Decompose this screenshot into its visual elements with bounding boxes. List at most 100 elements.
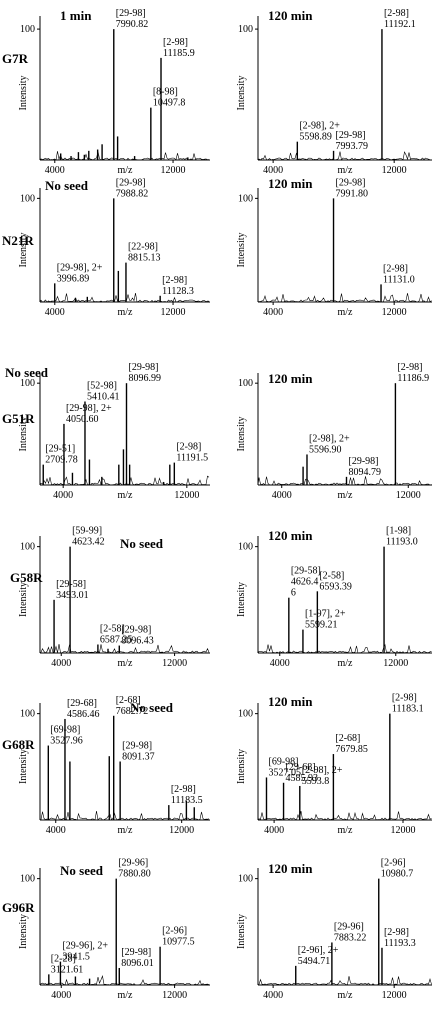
y-tick-label: 100 [238, 193, 253, 204]
condition-label: No seed [60, 863, 104, 878]
x-tick-label: 4000 [45, 307, 65, 318]
peak-label: [29-98] 7993.79 [336, 130, 369, 152]
x-tick-label: 4000 [263, 165, 283, 176]
x-tick-label: 4000 [53, 490, 73, 501]
peak-label: [2-98] 11192.1 [384, 8, 416, 30]
y-axis-label: Intensity [236, 233, 247, 268]
baseline-noise [39, 293, 210, 303]
y-axis-label: Intensity [18, 417, 29, 452]
baseline-noise [257, 976, 432, 986]
y-tick-label: 100 [20, 874, 35, 885]
peak-label: [2-96] 10977.5 [162, 926, 195, 948]
spectrum-panel: 100 4000 12000 m/z Intensity [29-58] 3493.01 [5… [18, 526, 210, 669]
x-axis-label: m/z [338, 165, 354, 176]
spectrum-panel: 100 4000 12000 m/z Intensity [29-51] 2709.78 [2… [5, 362, 210, 501]
x-axis-label: m/z [338, 825, 354, 836]
condition-label: No seed [130, 700, 174, 715]
x-tick-label: 4000 [270, 658, 290, 669]
row-label: G58R [10, 570, 43, 585]
peak-label: [29-51] 2709.78 [45, 444, 77, 466]
x-tick-label: 12000 [174, 490, 199, 501]
peak-label: [29-98] 7991.80 [336, 177, 369, 199]
baseline-noise [39, 644, 210, 654]
peak-label: [2-98] 11191.5 [176, 442, 208, 464]
peak-label: [29-98], 2+ 3996.89 [57, 262, 103, 284]
peak-label: [29-58] 4626.4 6 [291, 566, 321, 599]
peak-label: [2-96] 10980.7 [381, 858, 414, 880]
baseline-noise [257, 151, 432, 161]
spectrum-panel: 100 4000 12000 m/z Intensity [2-98], 2+ 5596.9… [236, 362, 432, 501]
y-tick-label: 100 [20, 542, 35, 553]
peak-label: [29-58] 3493.01 [56, 579, 89, 601]
x-tick-label: 4000 [264, 825, 284, 836]
peak-label: [8-98] 10497.8 [153, 87, 186, 109]
peak-label: [52-98] 5410.41 [87, 381, 120, 403]
x-tick-label: 4000 [51, 990, 71, 1001]
y-axis-label: Intensity [18, 76, 29, 111]
peak-label: [29-98] 8096.01 [121, 947, 154, 969]
x-tick-label: 12000 [161, 165, 186, 176]
y-tick-label: 100 [238, 542, 253, 553]
y-axis-label: Intensity [236, 582, 247, 617]
peak-label: [2-98] 11185.9 [163, 37, 195, 59]
peak-label: [22-98] 8815.13 [128, 242, 161, 264]
x-axis-label: m/z [118, 658, 134, 669]
peak-label: [59-99] 4623.42 [72, 526, 105, 548]
baseline-noise [39, 975, 210, 986]
condition-label: 120 min [268, 176, 313, 191]
spectrum-panel: 100 4000 12000 m/z Intensity [2-98], 2+ 5598.8… [236, 8, 432, 176]
x-tick-label: 12000 [382, 990, 407, 1001]
peak-label: [2-98] 11183.1 [392, 693, 424, 715]
x-axis-label: m/z [118, 490, 134, 501]
peak-label: [1-98] 11193.0 [386, 526, 418, 548]
peak-label: [29-98] 7988.82 [116, 177, 149, 199]
x-tick-label: 12000 [382, 307, 407, 318]
row-label: G7R [2, 51, 29, 66]
row-label: G96R [2, 900, 35, 915]
peak-label: [29-96] 7880.80 [118, 858, 151, 880]
y-axis-label: Intensity [236, 76, 247, 111]
peak-label: [69-98]3527.96 [50, 725, 83, 747]
x-tick-label: 4000 [272, 490, 292, 501]
peak-label: [2-98] 11131.0 [383, 263, 415, 285]
baseline-noise [257, 293, 432, 303]
x-axis-label: m/z [118, 307, 134, 318]
x-tick-label: 4000 [263, 990, 283, 1001]
x-tick-label: 4000 [46, 825, 66, 836]
row-label: G68R [2, 737, 35, 752]
baseline-noise [39, 475, 210, 486]
condition-label: No seed [5, 365, 49, 380]
x-tick-label: 12000 [162, 658, 187, 669]
x-axis-label: m/z [338, 307, 354, 318]
peak-label: [29-96] 7883.22 [334, 921, 367, 943]
baseline-noise [39, 810, 210, 821]
peak-label: [29-68] 4586.46 [67, 698, 100, 720]
x-axis-label: m/z [118, 825, 134, 836]
y-axis-label: Intensity [236, 914, 247, 949]
x-tick-label: 4000 [45, 165, 65, 176]
peak-label: [29-98] 8094.79 [348, 456, 381, 478]
y-tick-label: 100 [238, 709, 253, 720]
peak-label: [29-98] 8096.99 [128, 362, 161, 384]
y-axis-label: Intensity [18, 749, 29, 784]
peak-label: [2-58] 6587.25 [100, 623, 133, 645]
condition-label: No seed [45, 178, 89, 193]
condition-label: 120 min [268, 528, 313, 543]
peak-label: [29-68] 4585.93 [286, 762, 319, 784]
baseline-noise [39, 151, 210, 161]
x-axis-label: m/z [118, 165, 134, 176]
baseline-noise [257, 811, 432, 821]
peak-label: [2-98], 2+ 5596.90 [309, 433, 350, 455]
peak-label: [2-98] 11128.3 [162, 275, 194, 297]
y-tick-label: 100 [20, 24, 35, 35]
y-axis-label: Intensity [18, 914, 29, 949]
x-axis-label: m/z [338, 990, 354, 1001]
x-tick-label: 4000 [51, 658, 71, 669]
x-tick-label: 4000 [263, 307, 283, 318]
peak-label: [29-98] 8096.43 [121, 625, 154, 647]
peak-label: [2-96], 2+ 5494.71 [298, 945, 339, 967]
y-tick-label: 100 [238, 378, 253, 389]
peak-label: [2-98] 11183.5 [171, 784, 203, 806]
condition-label: 120 min [268, 8, 313, 23]
